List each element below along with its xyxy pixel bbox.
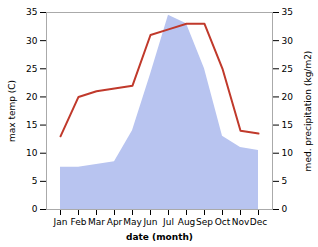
- svg-text:5: 5: [32, 176, 38, 186]
- svg-text:Aug: Aug: [178, 217, 196, 227]
- svg-text:10: 10: [282, 148, 294, 158]
- svg-text:15: 15: [282, 120, 293, 130]
- svg-text:0: 0: [282, 204, 288, 214]
- svg-text:May: May: [123, 217, 142, 227]
- svg-text:35: 35: [26, 7, 37, 17]
- svg-text:Mar: Mar: [88, 217, 105, 227]
- svg-text:0: 0: [32, 204, 38, 214]
- svg-text:30: 30: [26, 36, 38, 46]
- svg-text:15: 15: [26, 120, 37, 130]
- svg-text:20: 20: [282, 92, 294, 102]
- svg-text:Apr: Apr: [107, 217, 123, 227]
- svg-text:Jun: Jun: [142, 217, 157, 227]
- svg-text:35: 35: [282, 7, 293, 17]
- svg-text:Jul: Jul: [162, 217, 174, 227]
- svg-text:20: 20: [26, 92, 38, 102]
- svg-text:25: 25: [282, 64, 293, 74]
- svg-text:date (month): date (month): [126, 232, 193, 242]
- svg-text:max temp (C): max temp (C): [7, 80, 17, 142]
- svg-text:med. precipitation (kg/m2): med. precipitation (kg/m2): [303, 51, 313, 172]
- svg-text:Dec: Dec: [250, 217, 267, 227]
- svg-text:5: 5: [282, 176, 288, 186]
- svg-text:30: 30: [282, 36, 294, 46]
- svg-text:Sep: Sep: [196, 217, 213, 227]
- svg-text:25: 25: [26, 64, 37, 74]
- svg-text:Jan: Jan: [53, 217, 68, 227]
- svg-text:Feb: Feb: [71, 217, 87, 227]
- svg-text:Oct: Oct: [215, 217, 231, 227]
- svg-text:Nov: Nov: [232, 217, 250, 227]
- svg-text:10: 10: [26, 148, 38, 158]
